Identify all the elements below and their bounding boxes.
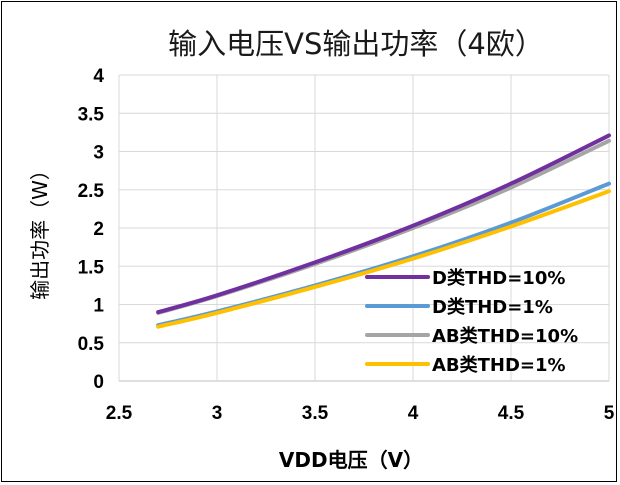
y-tick-label: 1 <box>93 296 104 317</box>
legend-label: D类THD=10% <box>432 267 565 289</box>
x-tick-label: 3.5 <box>302 403 329 424</box>
y-tick-label: 3.5 <box>78 104 105 125</box>
legend-label: D类THD=1% <box>432 296 553 318</box>
x-axis-label: VDD电压（V） <box>279 448 423 472</box>
y-tick-labels: 0 0.5 1 1.5 2 2.5 3 3.5 4 <box>78 66 105 393</box>
y-tick-label: 4 <box>93 66 104 87</box>
series-line <box>156 189 611 329</box>
x-tick-label: 2.5 <box>106 403 133 424</box>
grid <box>118 74 610 382</box>
chart-title: 输入电压VS输出功率（4欧） <box>168 27 544 61</box>
legend-label: AB类THD=10% <box>432 325 578 347</box>
y-tick-label: 2.5 <box>78 181 105 202</box>
y-tick-label: 2 <box>93 219 104 240</box>
series-line <box>156 133 611 315</box>
y-tick-label: 0.5 <box>78 334 105 355</box>
x-tick-label: 4.5 <box>498 403 525 424</box>
x-tick-label: 3 <box>212 403 223 424</box>
y-tick-label: 3 <box>93 143 104 164</box>
y-tick-label: 0 <box>93 372 104 393</box>
legend-label: AB类THD=1% <box>432 354 566 376</box>
y-axis-label: 输出功率（W） <box>28 160 52 300</box>
y-tick-label: 1.5 <box>78 257 105 278</box>
x-tick-label: 4 <box>408 403 419 424</box>
legend: D类THD=10% D类THD=1% AB类THD=10% AB类THD=1% <box>365 267 578 376</box>
series-lines <box>156 133 611 329</box>
x-tick-label: 5 <box>604 403 615 424</box>
x-tick-labels: 2.5 3 3.5 4 4.5 5 <box>106 403 615 424</box>
